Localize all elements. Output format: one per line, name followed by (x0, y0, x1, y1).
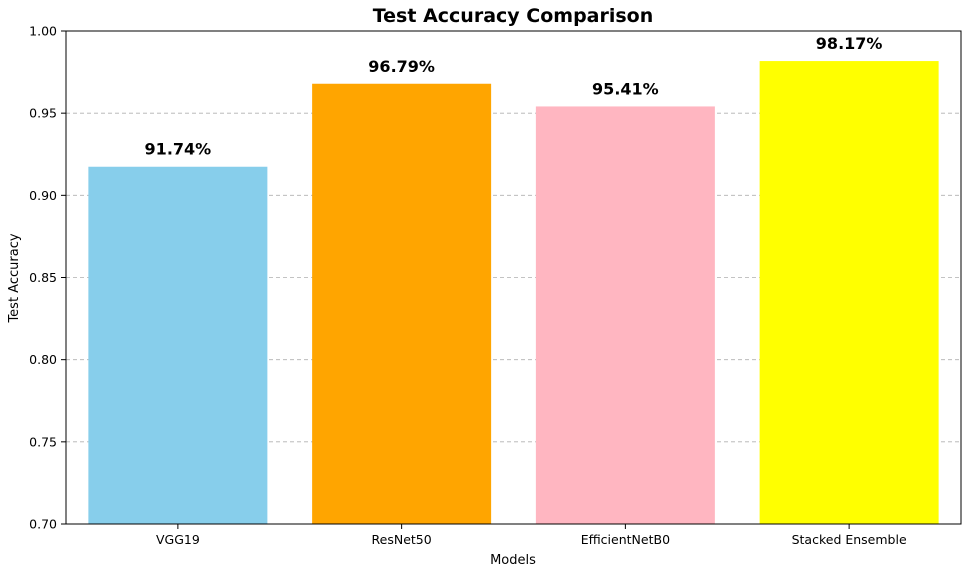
chart-title: Test Accuracy Comparison (373, 5, 654, 27)
x-axis-ticks: VGG19 ResNet50 EfficientNetB0 Stacked Ensem… (156, 524, 907, 547)
x-tick-label: VGG19 (156, 532, 200, 547)
y-tick-label: 1.00 (29, 24, 57, 39)
x-tick-label: EfficientNetB0 (581, 532, 670, 547)
x-tick-label: ResNet50 (372, 532, 432, 547)
y-axis-ticks: 0.70 0.75 0.80 0.85 0.90 0.95 1.00 (29, 24, 66, 532)
y-tick-label: 0.95 (29, 106, 57, 121)
data-label: 98.17% (816, 34, 883, 53)
bar-resnet50 (312, 83, 492, 524)
bar-efficientnetb0 (535, 106, 715, 524)
bar-vgg19 (88, 166, 268, 525)
y-tick-label: 0.85 (29, 270, 57, 285)
y-tick-label: 0.90 (29, 188, 57, 203)
x-axis-label: Models (490, 553, 536, 568)
data-label: 96.79% (368, 57, 435, 76)
data-label: 91.74% (145, 140, 212, 159)
y-tick-label: 0.75 (29, 434, 57, 449)
y-tick-label: 0.80 (29, 352, 57, 367)
data-label: 95.41% (592, 79, 659, 98)
bar-stacked-ensemble (759, 61, 939, 524)
bars (88, 61, 939, 525)
data-labels: 91.74% 96.79% 95.41% 98.17% (145, 34, 883, 159)
x-tick-label: Stacked Ensemble (792, 532, 907, 547)
y-axis-label: Test Accuracy (7, 233, 22, 323)
y-tick-label: 0.70 (29, 517, 57, 532)
